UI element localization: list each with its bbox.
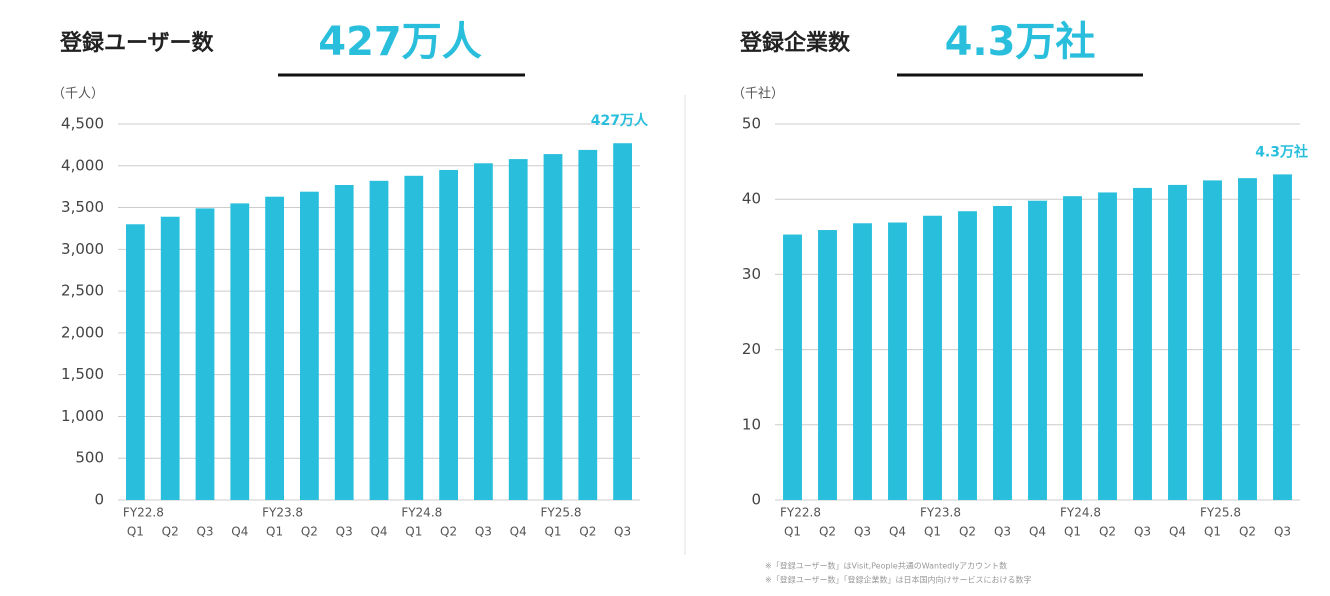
x-group-label: FY22.8 — [123, 506, 164, 520]
x-tick-label: Q1 — [924, 525, 941, 539]
y-tick-label: 4,000 — [61, 156, 104, 174]
chart-title: 登録企業数 — [739, 30, 851, 56]
bar — [404, 175, 424, 500]
annotation: 4.3万社 — [1255, 143, 1308, 160]
bar — [818, 230, 837, 501]
bar — [1273, 174, 1292, 500]
footnote: ※「登録ユーザー数」はVisit,People共通のWantedlyアカウント数 — [765, 561, 1007, 571]
x-tick-label: Q1 — [1064, 525, 1081, 539]
x-tick-label: Q3 — [1274, 525, 1291, 539]
bar — [160, 216, 180, 500]
chart-title: 登録ユーザー数 — [59, 30, 215, 56]
bar — [195, 208, 215, 500]
y-tick-label: 50 — [742, 115, 761, 133]
x-tick-label: Q3 — [854, 525, 871, 539]
bar — [508, 159, 528, 501]
x-group-label: FY22.8 — [780, 506, 821, 520]
bar — [300, 191, 319, 500]
x-tick-label: Q2 — [959, 525, 976, 539]
x-tick-label: Q2 — [1099, 525, 1116, 539]
headline: 4.3万社 — [945, 19, 1096, 65]
footnote: ※「登録ユーザー数」「登録企業数」は日本国内向けサービスにおける数字 — [765, 575, 1032, 585]
y-tick-label: 0 — [94, 491, 104, 509]
x-tick-label: Q4 — [1029, 525, 1046, 539]
x-tick-label: Q2 — [301, 525, 318, 539]
x-group-label: FY25.8 — [1200, 506, 1241, 520]
y-tick-label: 3,000 — [61, 240, 104, 258]
bar — [1063, 196, 1082, 500]
x-group-label: FY25.8 — [541, 506, 582, 520]
x-tick-label: Q2 — [819, 525, 836, 539]
x-tick-label: Q2 — [162, 525, 179, 539]
bar — [439, 169, 458, 500]
x-tick-label: Q3 — [475, 525, 492, 539]
y-tick-label: 1,500 — [61, 365, 104, 383]
x-tick-label: Q4 — [510, 525, 527, 539]
bar — [783, 234, 802, 500]
x-tick-label: Q1 — [784, 525, 801, 539]
x-tick-label: Q2 — [579, 525, 596, 539]
unit-label: （千人） — [52, 87, 104, 102]
bar — [265, 196, 284, 500]
x-tick-label: Q1 — [1204, 525, 1221, 539]
unit-label: （千社） — [732, 86, 784, 102]
x-tick-label: Q4 — [231, 525, 248, 539]
x-tick-label: Q1 — [266, 525, 283, 539]
bar — [1203, 180, 1222, 500]
bar — [1168, 184, 1187, 501]
x-tick-label: Q1 — [127, 525, 144, 539]
x-group-label: FY23.8 — [920, 506, 961, 520]
bar — [578, 149, 598, 500]
bar — [474, 163, 493, 500]
bar — [853, 223, 872, 500]
bar — [1133, 187, 1152, 501]
bar — [613, 143, 632, 500]
x-group-label: FY24.8 — [1060, 506, 1101, 520]
bar — [923, 215, 942, 500]
bar — [334, 184, 354, 501]
x-tick-label: Q2 — [440, 525, 457, 539]
bar — [369, 180, 389, 500]
x-group-label: FY24.8 — [401, 506, 442, 520]
y-tick-label: 500 — [75, 449, 104, 467]
x-tick-label: Q3 — [336, 525, 353, 539]
y-tick-label: 30 — [742, 265, 761, 283]
headline: 427万人 — [318, 19, 482, 65]
x-tick-label: Q1 — [405, 525, 422, 539]
bar — [993, 205, 1012, 500]
y-tick-label: 0 — [751, 491, 761, 509]
bar — [543, 154, 563, 500]
y-tick-label: 4,500 — [61, 115, 104, 133]
x-tick-label: Q4 — [889, 525, 906, 539]
bar — [888, 222, 907, 500]
bar — [1028, 200, 1047, 501]
bar — [126, 224, 145, 500]
y-tick-label: 20 — [742, 340, 761, 358]
x-tick-label: Q4 — [370, 525, 387, 539]
x-group-label: FY23.8 — [262, 506, 303, 520]
y-tick-label: 2,500 — [61, 282, 104, 300]
x-tick-label: Q1 — [544, 525, 561, 539]
bar — [958, 211, 977, 500]
y-tick-label: 1,000 — [61, 407, 104, 425]
y-tick-label: 10 — [742, 415, 761, 433]
y-tick-label: 3,500 — [61, 198, 104, 216]
annotation: 427万人 — [591, 112, 649, 129]
x-tick-label: Q3 — [196, 525, 213, 539]
y-tick-label: 2,000 — [61, 323, 104, 341]
bar — [1238, 178, 1257, 501]
x-tick-label: Q3 — [994, 525, 1011, 539]
x-tick-label: Q3 — [1134, 525, 1151, 539]
y-tick-label: 40 — [742, 190, 761, 208]
bar — [230, 203, 250, 500]
x-tick-label: Q2 — [1239, 525, 1256, 539]
x-tick-label: Q4 — [1169, 525, 1186, 539]
bar — [1098, 192, 1117, 500]
x-tick-label: Q3 — [614, 525, 631, 539]
